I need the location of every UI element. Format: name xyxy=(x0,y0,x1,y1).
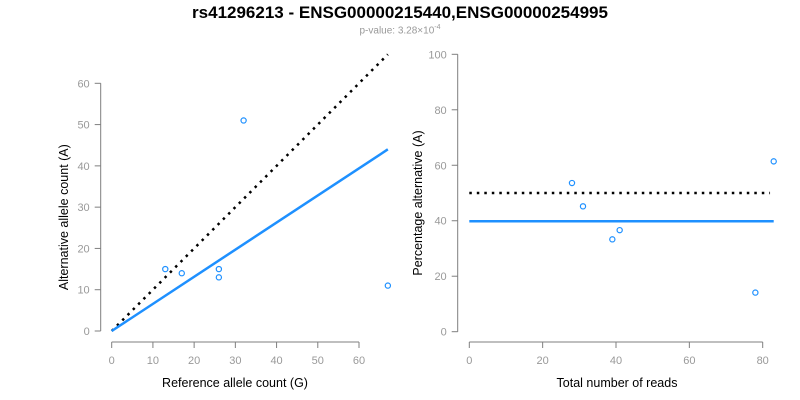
x-tick-label: 40 xyxy=(270,355,282,367)
data-point xyxy=(215,274,223,281)
x-tick-label: 0 xyxy=(109,355,115,367)
x-tick-label: 80 xyxy=(757,355,769,367)
data-point xyxy=(752,289,759,296)
y-axis-label: Percentage alternative (A) xyxy=(411,130,425,275)
panel-1: 0 10 20 30 40 50 60 0 10 20 30 40 50 60 Reference alle… xyxy=(57,53,392,390)
data-point xyxy=(579,203,587,210)
y-tick-label: 20 xyxy=(77,243,89,255)
y-tick-label: 0 xyxy=(441,327,447,339)
panel-2: 0 20 40 60 80 0 20 40 60 80 100 Total number of rea… xyxy=(411,49,777,390)
y-tick-label: 50 xyxy=(77,120,89,132)
y-tick-label: 80 xyxy=(434,105,446,117)
data-point xyxy=(609,236,616,243)
p-value-subtitle: p-value: 3.28×10-4 xyxy=(0,24,800,36)
data-point xyxy=(616,226,623,234)
fit-line xyxy=(111,148,389,333)
data-point xyxy=(215,265,223,273)
x-tick-label: 30 xyxy=(229,355,241,367)
y-tick-label: 60 xyxy=(434,160,446,172)
x-axis-label: Total number of reads xyxy=(557,376,678,390)
data-point xyxy=(568,179,576,187)
y-tick-label: 40 xyxy=(434,216,446,228)
x-tick-label: 10 xyxy=(147,355,159,367)
x-axis-label: Reference allele count (G) xyxy=(162,376,308,390)
p-value-exponent: -4 xyxy=(434,24,441,31)
y-axis-label: Alternative allele count (A) xyxy=(57,144,71,290)
data-point xyxy=(240,117,247,124)
reference-line xyxy=(110,53,389,332)
x-tick-label: 60 xyxy=(353,355,365,367)
x-tick-label: 50 xyxy=(312,355,324,367)
y-tick-label: 60 xyxy=(77,78,89,90)
chart-title: rs41296213 - ENSG00000215440,ENSG0000025… xyxy=(192,3,608,22)
data-point xyxy=(770,158,777,165)
x-tick-label: 20 xyxy=(188,355,200,367)
data-point xyxy=(384,282,392,289)
y-tick-label: 0 xyxy=(84,326,90,338)
x-tick-label: 0 xyxy=(466,355,472,367)
x-tick-label: 40 xyxy=(610,355,622,367)
y-tick-label: 100 xyxy=(428,49,446,61)
y-tick-label: 30 xyxy=(77,202,89,214)
data-point xyxy=(162,265,169,273)
y-tick-label: 10 xyxy=(77,285,89,297)
x-tick-label: 60 xyxy=(683,355,695,367)
data-point xyxy=(178,270,185,277)
y-tick-label: 20 xyxy=(434,271,446,283)
y-tick-label: 40 xyxy=(77,161,89,173)
p-value-text: p-value: 3.28×10 xyxy=(359,25,435,37)
x-tick-label: 20 xyxy=(537,355,549,367)
